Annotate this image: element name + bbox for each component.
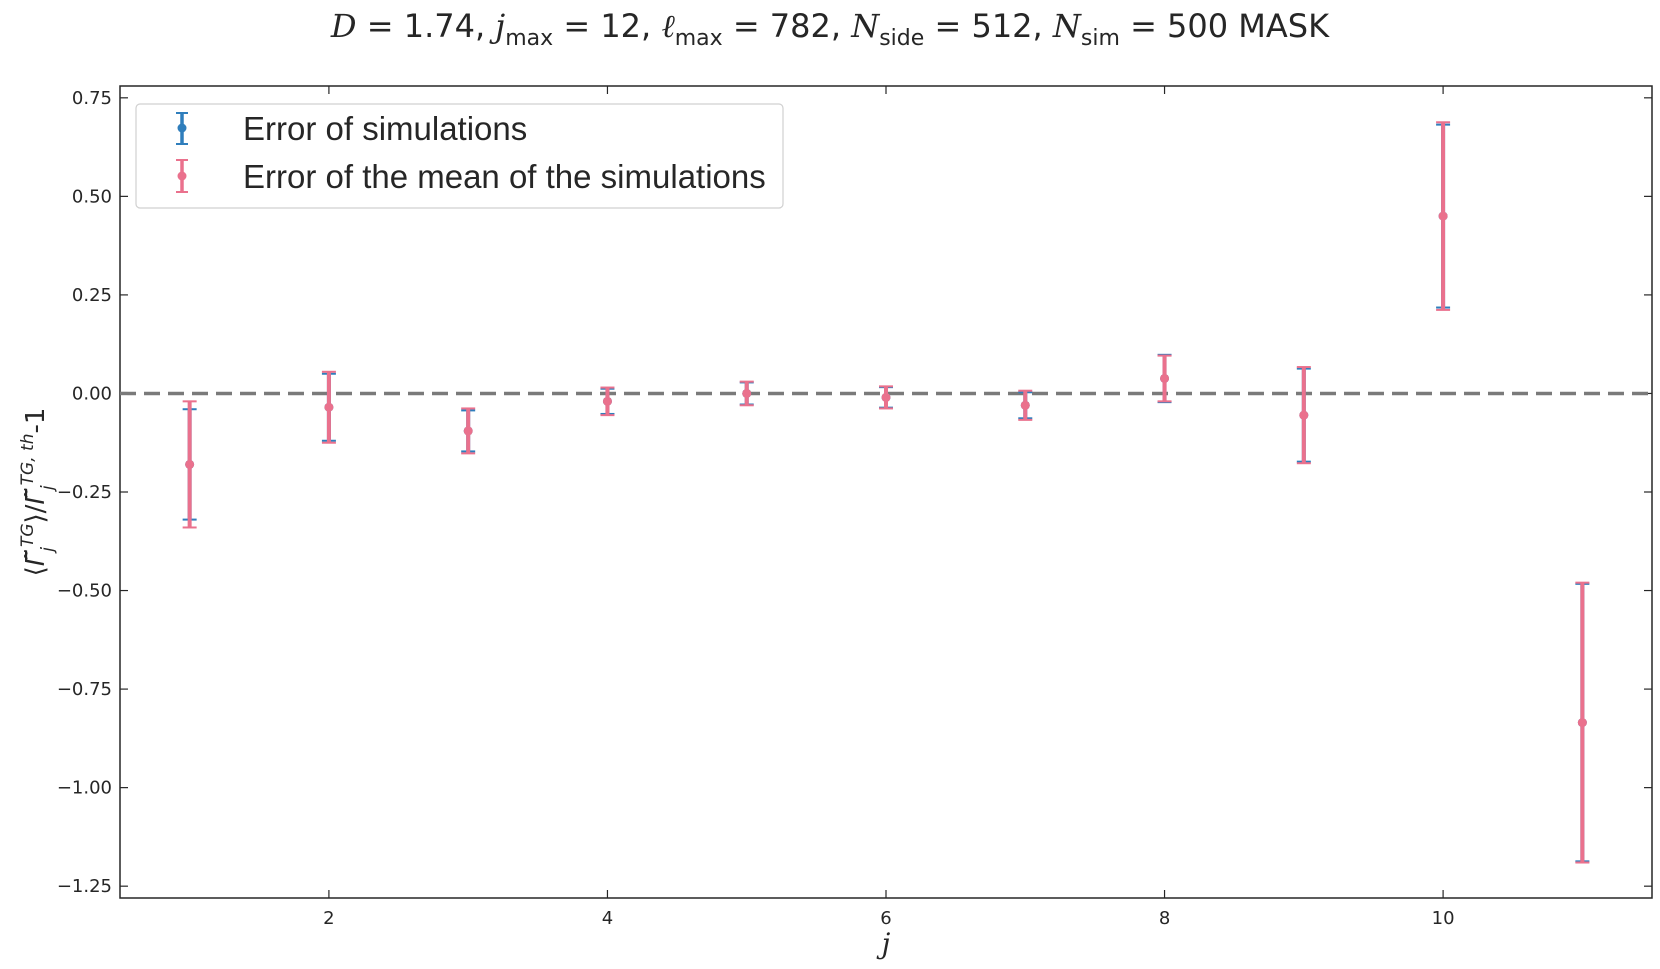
data-point: [463, 426, 473, 436]
legend-marker-point-simulations: [177, 123, 187, 133]
x-tick-label: 6: [880, 908, 891, 929]
y-tick-label: 0.75: [72, 88, 112, 109]
plot-area: [119, 85, 1653, 899]
title-suffix: MASK: [1238, 7, 1330, 45]
series-layer: [182, 121, 1590, 864]
data-point: [742, 388, 752, 398]
data-point: [602, 396, 612, 406]
title-lmax-value: 782: [770, 7, 831, 45]
y-tick-label: −0.75: [57, 679, 112, 700]
title-nsim-value: 500: [1167, 7, 1228, 45]
legend-box: [135, 103, 784, 209]
legend-entry-simulations: Error of simulations: [176, 110, 527, 147]
data-point: [1299, 410, 1309, 420]
legend-entry-mean: Error of the mean of the simulations: [176, 158, 766, 195]
x-axis-ticks: 2 4 6 8 10: [323, 86, 1455, 929]
title-jmax-value: 12: [600, 7, 641, 45]
y-axis-ticks: 0.75 0.50 0.25 0.00 −0.25 −0.50 −0.75 −1.00 −1.2…: [57, 88, 1652, 897]
y-tick-label: 0.25: [72, 285, 112, 306]
x-tick-label: 2: [323, 908, 334, 929]
y-tick-label: −0.25: [57, 482, 112, 503]
data-point: [185, 459, 195, 469]
x-tick-label: 8: [1159, 908, 1170, 929]
x-tick-label: 4: [602, 908, 613, 929]
y-tick-label: 0.00: [72, 383, 112, 404]
data-point: [1160, 373, 1170, 383]
y-tick-label: 0.50: [72, 186, 112, 207]
y-tick-label: −0.50: [57, 581, 112, 602]
y-tick-label: −1.25: [57, 876, 112, 897]
x-axis-label: j: [876, 927, 891, 960]
data-point: [324, 402, 334, 412]
legend-marker-point-mean: [177, 171, 187, 181]
x-tick-label: 10: [1432, 908, 1455, 929]
data-point: [881, 392, 891, 402]
series-mean: [182, 121, 1590, 864]
title-d-value: 1.74: [404, 7, 475, 45]
legend-label-simulations: Error of simulations: [243, 110, 527, 147]
data-point: [1438, 211, 1448, 221]
y-tick-label: −1.00: [57, 778, 112, 799]
legend: Error of simulations Error of the mean o…: [135, 103, 784, 209]
chart-title: D = 1.74, jmax = 12, ℓmax = 782, Nside =…: [330, 7, 1330, 51]
data-point: [1020, 400, 1030, 410]
data-point: [1577, 718, 1587, 728]
y-axis-label: ⟨Γ̃jTG⟩/Γ̃jTG, th-1: [18, 408, 58, 577]
legend-label-mean: Error of the mean of the simulations: [243, 158, 766, 195]
title-nside-value: 512: [971, 7, 1032, 45]
